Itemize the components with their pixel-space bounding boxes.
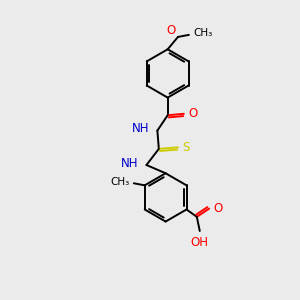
Text: NH: NH (132, 122, 149, 135)
Text: O: O (167, 24, 176, 37)
Text: O: O (188, 107, 197, 120)
Text: NH: NH (121, 157, 138, 170)
Text: S: S (182, 141, 189, 154)
Text: OH: OH (191, 236, 209, 249)
Text: CH₃: CH₃ (193, 28, 212, 38)
Text: CH₃: CH₃ (111, 177, 130, 187)
Text: O: O (213, 202, 222, 215)
